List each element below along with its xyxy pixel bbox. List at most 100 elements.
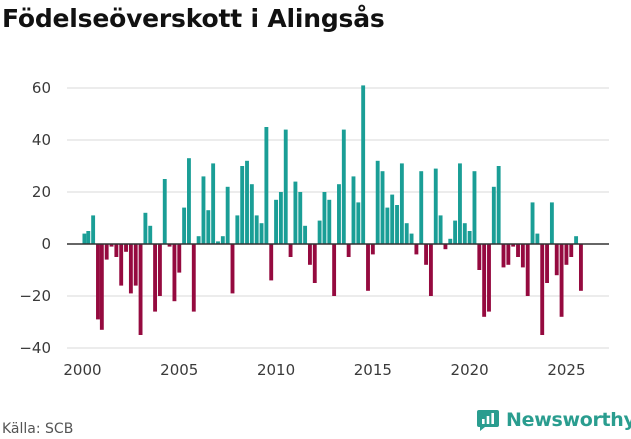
bar xyxy=(404,223,409,244)
bar xyxy=(206,210,211,244)
y-tick-label: 20 xyxy=(32,183,51,201)
bar xyxy=(157,244,162,296)
bar xyxy=(491,186,496,244)
bar xyxy=(249,184,254,244)
bar xyxy=(177,244,182,273)
bar xyxy=(399,163,404,244)
bar xyxy=(487,244,491,312)
bar xyxy=(216,241,220,244)
bar xyxy=(414,244,419,255)
x-tick-label: 2020 xyxy=(451,361,489,379)
bar xyxy=(337,184,341,244)
bar xyxy=(409,233,414,244)
bar xyxy=(317,220,322,244)
bar xyxy=(472,171,477,244)
bar xyxy=(274,199,278,244)
bar xyxy=(182,207,187,244)
bar xyxy=(86,231,91,244)
bar xyxy=(520,244,525,268)
bar xyxy=(370,244,375,255)
bar xyxy=(428,244,433,296)
bar xyxy=(235,215,240,244)
bar xyxy=(114,244,119,257)
bar xyxy=(245,160,249,244)
bar xyxy=(187,158,191,244)
bar xyxy=(128,244,133,294)
y-tick-label: −40 xyxy=(19,339,51,357)
bar xyxy=(482,244,487,317)
bar xyxy=(443,244,448,250)
bar xyxy=(288,244,293,257)
bar xyxy=(564,244,569,265)
bar xyxy=(375,160,380,244)
bar xyxy=(148,225,153,244)
bar xyxy=(545,244,549,283)
bar xyxy=(312,244,317,283)
bar xyxy=(467,231,472,244)
bar xyxy=(424,244,429,265)
bar xyxy=(341,129,346,244)
bar xyxy=(462,223,467,244)
bar xyxy=(395,205,399,244)
newsworthy-logo-icon xyxy=(477,410,499,431)
bar xyxy=(264,127,269,244)
bar xyxy=(278,192,283,244)
y-axis-ticks: −40 −20 0 20 40 60 xyxy=(19,79,51,357)
bar xyxy=(307,244,312,265)
bar xyxy=(501,244,506,268)
x-tick-label: 2025 xyxy=(547,361,585,379)
bar xyxy=(327,199,332,244)
bar xyxy=(525,244,530,296)
bar xyxy=(366,244,370,291)
bar xyxy=(191,244,196,312)
bar xyxy=(453,220,458,244)
bar xyxy=(549,202,554,244)
x-tick-label: 2005 xyxy=(160,361,198,379)
y-tick-label: 0 xyxy=(41,235,51,253)
bar xyxy=(143,212,148,244)
bar xyxy=(201,176,206,244)
bar xyxy=(530,202,535,244)
bar xyxy=(496,166,501,244)
bar xyxy=(240,166,245,244)
bar xyxy=(380,171,385,244)
bar xyxy=(351,176,356,244)
bar xyxy=(196,236,201,244)
bar xyxy=(322,192,327,244)
source-note: Källa: SCB xyxy=(2,421,74,437)
x-axis-ticks: 2000 2005 2010 2015 2020 2025 xyxy=(63,361,585,379)
bar xyxy=(119,244,124,286)
bar xyxy=(104,244,109,260)
bar xyxy=(332,244,337,296)
x-tick-label: 2015 xyxy=(354,361,392,379)
bar xyxy=(254,215,259,244)
bar xyxy=(293,181,298,244)
bar xyxy=(559,244,564,317)
x-tick-label: 2000 xyxy=(63,361,101,379)
bar xyxy=(172,244,177,302)
bar xyxy=(225,186,230,244)
bar xyxy=(109,244,114,247)
bar xyxy=(433,168,438,244)
bar xyxy=(569,244,574,257)
bar xyxy=(133,244,138,286)
y-tick-label: 40 xyxy=(32,131,51,149)
bars xyxy=(82,85,583,335)
bar xyxy=(438,215,443,244)
bar xyxy=(153,244,158,312)
bar xyxy=(259,223,264,244)
bar xyxy=(477,244,482,270)
bar xyxy=(91,215,96,244)
bar xyxy=(540,244,545,335)
bar xyxy=(385,207,390,244)
bar xyxy=(269,244,274,281)
bar xyxy=(574,236,579,244)
bar xyxy=(346,244,351,257)
bar xyxy=(303,225,308,244)
brand-logo[interactable]: Newsworthy xyxy=(476,408,631,432)
bar xyxy=(535,233,540,244)
chart-title: Födelseöverskott i Alingsås xyxy=(2,4,385,33)
bar xyxy=(167,244,172,247)
bar xyxy=(82,233,87,244)
